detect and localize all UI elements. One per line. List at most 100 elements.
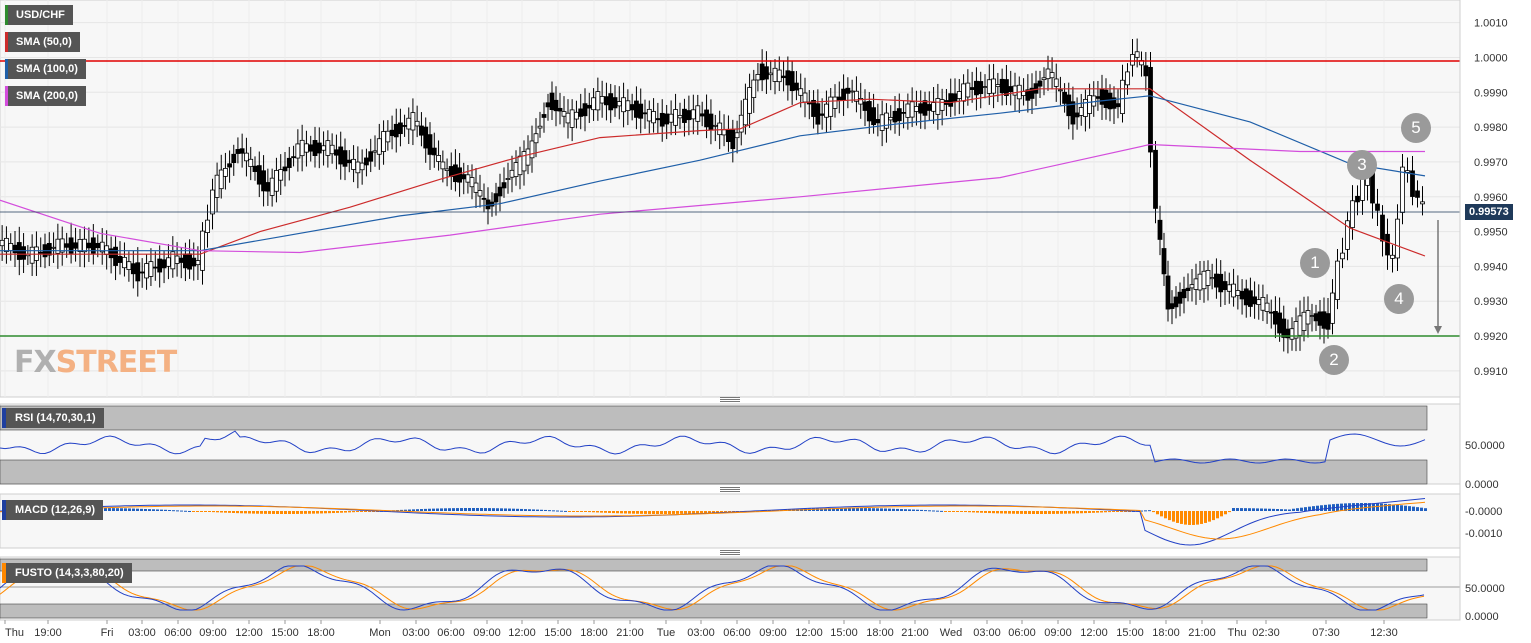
legend-macd[interactable]: MACD (12,26,9): [2, 500, 104, 520]
legend-fusto[interactable]: FUSTO (14,3,3,80,20): [2, 563, 132, 583]
macd-histogram-bar: [520, 508, 523, 511]
macd-histogram-bar: [1384, 503, 1387, 511]
macd-histogram-bar: [1236, 508, 1239, 511]
x-tick-label: 09:00: [473, 627, 501, 639]
macd-histogram-bar: [820, 508, 823, 511]
macd-histogram-bar: [448, 508, 451, 511]
candle-body: [1350, 200, 1355, 228]
pane-resize-handle[interactable]: [720, 550, 740, 555]
macd-histogram-bar: [512, 508, 515, 511]
macd-histogram-bar: [904, 509, 907, 511]
macd-histogram-bar: [828, 508, 831, 511]
macd-histogram-bar: [972, 511, 975, 513]
x-tick-label: 21:00: [616, 627, 644, 639]
candle-body: [1395, 218, 1400, 259]
macd-histogram-bar: [836, 508, 839, 511]
candle-body: [798, 88, 804, 96]
legend-rsi[interactable]: RSI (14,70,30,1): [2, 408, 104, 428]
candle-body: [338, 146, 344, 165]
candle-body: [1058, 89, 1063, 92]
macd-histogram-bar: [1396, 504, 1399, 511]
annotation-3: 3: [1347, 150, 1377, 180]
pane-resize-handle[interactable]: [720, 487, 740, 492]
candle-body: [1049, 72, 1055, 79]
macd-histogram-bar: [976, 511, 979, 513]
fusto-k-line: [0, 565, 1425, 611]
macd-histogram-bar: [908, 509, 911, 511]
x-tick-label: 09:00: [759, 627, 787, 639]
candle-body: [1165, 275, 1171, 310]
y-tick-label: 0.9950: [1474, 227, 1508, 239]
candle-body: [29, 246, 35, 264]
legend-sma-50[interactable]: SMA (50,0): [5, 32, 80, 52]
candle-body: [117, 255, 123, 263]
candle-body: [73, 242, 78, 249]
candle-body: [1340, 252, 1345, 260]
macd-histogram-bar: [1024, 511, 1027, 514]
macd-histogram-bar: [1192, 511, 1195, 525]
candle-body: [704, 109, 709, 128]
macd-histogram-bar: [160, 509, 163, 511]
macd-histogram-bar: [284, 511, 287, 514]
candle-body: [533, 133, 539, 144]
candle-body: [789, 71, 795, 92]
macd-histogram-bar: [280, 511, 283, 514]
candle-body: [608, 93, 614, 111]
candle-body: [1345, 220, 1350, 250]
macd-histogram-bar: [1312, 506, 1315, 511]
x-tick-label: Fri: [101, 627, 114, 639]
macd-histogram-bar: [260, 511, 263, 514]
macd-histogram-bar: [1420, 507, 1423, 511]
candle-body: [1099, 88, 1105, 105]
candle-body: [854, 90, 859, 102]
candle-body: [1385, 233, 1390, 256]
legend-sma-100[interactable]: SMA (100,0): [5, 59, 86, 79]
macd-histogram-bar: [236, 511, 239, 514]
candle-body: [974, 80, 979, 96]
macd-histogram-bar: [1180, 511, 1183, 524]
candle-body: [214, 174, 220, 198]
pane-resize-handle[interactable]: [720, 397, 740, 402]
candle-body: [278, 169, 284, 181]
macd-histogram-bar: [252, 511, 255, 514]
macd-histogram-bar: [320, 511, 323, 514]
x-tick-label: 18:00: [866, 627, 894, 639]
x-tick-label: 18:00: [307, 627, 335, 639]
x-tick-label: 06:00: [723, 627, 751, 639]
candle-body: [1169, 303, 1175, 309]
candle-body: [772, 67, 778, 82]
macd-histogram-bar: [600, 511, 603, 513]
macd-histogram-bar: [1140, 510, 1143, 512]
x-tick-label: 06:00: [437, 627, 465, 639]
candle-body: [359, 162, 365, 171]
macd-histogram-bar: [400, 509, 403, 511]
macd-histogram-bar: [1184, 511, 1187, 525]
candle-body: [1355, 195, 1360, 203]
candle-body: [1033, 83, 1039, 94]
macd-histogram-bar: [1088, 511, 1091, 513]
legend-usdchf[interactable]: USD/CHF: [5, 5, 73, 25]
macd-histogram-bar: [1028, 511, 1031, 514]
candle-body: [926, 104, 932, 111]
macd-histogram-bar: [940, 510, 943, 512]
candle-body: [616, 101, 622, 107]
macd-histogram-bar: [1044, 511, 1047, 514]
candle-body: [961, 83, 966, 102]
candle-body: [1173, 296, 1179, 308]
candle-body: [469, 177, 475, 188]
macd-histogram-bar: [916, 509, 919, 511]
macd-histogram-bar: [1108, 511, 1111, 513]
candle-body: [148, 261, 154, 277]
macd-histogram-bar: [544, 509, 547, 511]
x-tick-label: 12:00: [795, 627, 823, 639]
macd-histogram-bar: [1320, 505, 1323, 511]
macd-histogram-bar: [1376, 503, 1379, 511]
candle-body: [1405, 170, 1410, 173]
candle-body: [64, 243, 70, 248]
macd-histogram-bar: [228, 511, 231, 513]
macd-histogram-bar: [1128, 511, 1131, 512]
candle-body: [334, 149, 339, 156]
macd-histogram-bar: [1304, 507, 1307, 511]
legend-sma-200[interactable]: SMA (200,0): [5, 86, 86, 106]
candle-body: [781, 75, 786, 79]
